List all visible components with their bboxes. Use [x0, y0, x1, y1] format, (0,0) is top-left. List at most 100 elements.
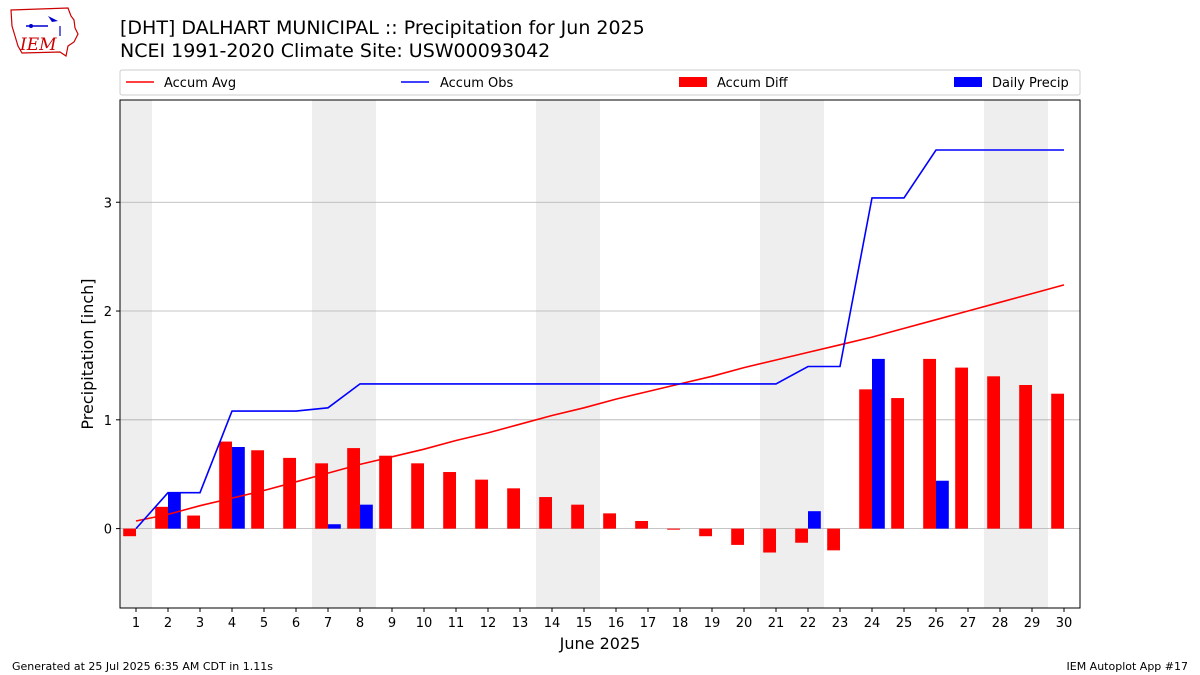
accum-diff-bar-28	[987, 376, 1000, 529]
accum-diff-bar-10	[411, 463, 424, 529]
x-tick-label-21: 21	[768, 616, 785, 631]
y-axis-ticks: 0 1 2 3	[104, 196, 120, 538]
x-tick-label-10: 10	[416, 616, 433, 631]
weekend-shade-4	[984, 100, 1048, 608]
accum-diff-bar-16	[603, 513, 616, 529]
legend-frame	[119, 69, 1081, 96]
x-tick-label-20: 20	[736, 616, 753, 631]
x-tick-label-6: 6	[292, 616, 300, 631]
accum-avg-line	[135, 284, 1065, 522]
accum-diff-bar-25	[891, 398, 904, 529]
grid-lines	[120, 201, 1080, 529]
accum-diff-bar-12	[475, 479, 488, 529]
accum-diff-bar-6	[283, 457, 296, 529]
accum-diff-bar-18	[667, 528, 680, 530]
accum-diff-bar-5	[251, 450, 264, 529]
daily-precip-bar-4	[232, 447, 245, 529]
legend-daily-precip-swatch	[954, 77, 982, 87]
accum-diff-bar-19	[699, 528, 712, 537]
x-tick-label-11: 11	[448, 616, 465, 631]
x-tick-label-16: 16	[608, 616, 625, 631]
x-axis-ticks: 1 2 3 4 5 6 7 8 9 10 11 12 13 14 15 16 17 18 19 20 21 22 23 24 2…	[132, 608, 1072, 631]
legend-accum-obs-label: Accum Obs	[440, 76, 513, 91]
y-tick-label-2: 2	[104, 305, 112, 320]
legend: Accum Avg Accum Obs Accum Diff Daily Pre…	[119, 69, 1081, 96]
x-tick-label-29: 29	[1024, 616, 1041, 631]
daily-precip-bar-8	[360, 504, 373, 529]
x-tick-label-9: 9	[388, 616, 396, 631]
accum-diff-bar-30	[1051, 393, 1064, 529]
accum-diff-bar-20	[731, 528, 744, 545]
accum-diff-bar-27	[955, 367, 968, 529]
x-tick-label-4: 4	[228, 616, 236, 631]
accum-diff-bar-11	[443, 472, 456, 529]
chart-subtitle: NCEI 1991-2020 Climate Site: USW00093042	[120, 40, 551, 62]
weekend-shade-1	[312, 100, 376, 608]
x-tick-label-8: 8	[356, 616, 364, 631]
accum-diff-bar-17	[635, 520, 648, 529]
x-tick-label-30: 30	[1056, 616, 1073, 631]
x-tick-label-18: 18	[672, 616, 689, 631]
y-tick-label-1: 1	[104, 414, 112, 429]
weekend-shade-2	[536, 100, 600, 608]
legend-accum-diff-swatch	[679, 77, 707, 87]
chart-title: [DHT] DALHART MUNICIPAL :: Precipitation…	[120, 17, 645, 39]
x-tick-label-14: 14	[544, 616, 561, 631]
legend-accum-diff-label: Accum Diff	[717, 76, 789, 91]
x-tick-label-5: 5	[260, 616, 268, 631]
x-tick-label-25: 25	[896, 616, 913, 631]
x-tick-label-22: 22	[800, 616, 817, 631]
daily-precip-bar-7	[328, 524, 341, 529]
x-tick-label-13: 13	[512, 616, 529, 631]
accum-diff-bar-24	[859, 389, 872, 529]
x-axis-label: June 2025	[559, 634, 641, 653]
generated-timestamp: Generated at 25 Jul 2025 6:35 AM CDT in …	[12, 660, 273, 673]
y-axis-label: Precipitation [inch]	[78, 278, 97, 429]
line-series	[135, 149, 1065, 530]
app-credit: IEM Autoplot App #17	[1066, 660, 1189, 673]
x-tick-label-2: 2	[164, 616, 172, 631]
accum-diff-bar-21	[763, 528, 776, 553]
daily-precip-bar-2	[168, 492, 181, 529]
legend-daily-precip-label: Daily Precip	[992, 76, 1069, 91]
iem-logo: IEM	[10, 7, 79, 57]
accum-diff-bar-1	[123, 528, 136, 537]
accum-diff-bar-29	[1019, 385, 1032, 529]
x-tick-label-17: 17	[640, 616, 657, 631]
x-tick-label-19: 19	[704, 616, 721, 631]
x-tick-label-15: 15	[576, 616, 593, 631]
x-tick-label-24: 24	[864, 616, 881, 631]
x-tick-label-1: 1	[132, 616, 140, 631]
x-tick-label-27: 27	[960, 616, 977, 631]
accum-diff-bar-23	[827, 528, 840, 551]
y-tick-label-3: 3	[104, 196, 112, 211]
accum-diff-bar-7	[315, 463, 328, 529]
daily-precip-bar-24	[872, 358, 885, 529]
accum-diff-bar-13	[507, 488, 520, 529]
daily-precip-bar-22	[808, 511, 821, 529]
weekend-shading	[120, 100, 1048, 608]
accum-diff-bar-26	[923, 358, 936, 529]
daily-precip-bar-26	[936, 480, 949, 529]
accum-diff-bar-9	[379, 455, 392, 529]
accum-diff-bar-8	[347, 448, 360, 529]
plot-frame	[119, 99, 1081, 609]
y-tick-label-0: 0	[104, 523, 112, 538]
x-tick-label-26: 26	[928, 616, 945, 631]
accum-obs-line	[135, 149, 1064, 530]
accum-diff-bar-4	[219, 441, 232, 529]
accum-diff-bar-3	[187, 515, 200, 529]
accum-diff-bar-15	[571, 504, 584, 529]
legend-accum-avg-label: Accum Avg	[164, 76, 236, 91]
accum-diff-bar-22	[795, 528, 808, 543]
x-tick-label-3: 3	[196, 616, 204, 631]
weekend-shade-0	[120, 100, 152, 608]
accum-diff-bar-2	[155, 506, 168, 529]
accum-diff-bar-14	[539, 497, 552, 529]
x-tick-label-28: 28	[992, 616, 1009, 631]
x-tick-label-12: 12	[480, 616, 497, 631]
x-tick-label-23: 23	[832, 616, 849, 631]
bar-series	[123, 358, 1064, 553]
x-tick-label-7: 7	[324, 616, 332, 631]
